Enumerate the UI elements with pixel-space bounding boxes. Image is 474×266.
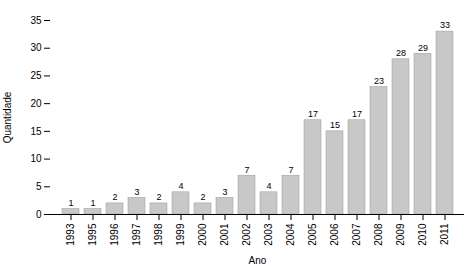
svg-text:0: 0 [36,209,42,220]
svg-text:2000: 2000 [197,223,208,246]
svg-text:15: 15 [30,126,42,137]
svg-text:29: 29 [418,43,428,53]
svg-text:1: 1 [90,198,95,208]
svg-text:3: 3 [222,187,227,197]
svg-text:2004: 2004 [285,223,296,246]
svg-text:4: 4 [178,181,183,191]
svg-text:23: 23 [374,76,384,86]
svg-text:2001: 2001 [219,223,230,246]
svg-text:35: 35 [30,15,42,26]
svg-text:17: 17 [308,109,318,119]
svg-text:2005: 2005 [307,223,318,246]
svg-text:2007: 2007 [351,223,362,246]
svg-text:7: 7 [288,165,293,175]
svg-text:17: 17 [352,109,362,119]
svg-text:2: 2 [200,192,205,202]
svg-text:1995: 1995 [87,223,98,246]
svg-text:4: 4 [266,181,271,191]
svg-text:28: 28 [396,48,406,58]
svg-text:30: 30 [30,42,42,53]
svg-text:15: 15 [330,120,340,130]
svg-text:25: 25 [30,70,42,81]
svg-text:7: 7 [244,165,249,175]
svg-text:1997: 1997 [131,223,142,246]
svg-text:2002: 2002 [241,223,252,246]
svg-text:2008: 2008 [373,223,384,246]
svg-text:2011: 2011 [439,223,450,245]
svg-text:33: 33 [440,20,450,30]
svg-text:10: 10 [30,153,42,164]
svg-text:1: 1 [68,198,73,208]
svg-text:Ano: Ano [249,255,267,266]
svg-text:1993: 1993 [65,223,76,246]
svg-text:3: 3 [134,187,139,197]
svg-text:1999: 1999 [175,223,186,246]
svg-text:20: 20 [30,98,42,109]
svg-text:2006: 2006 [329,223,340,246]
svg-text:2: 2 [112,192,117,202]
svg-text:2010: 2010 [417,223,428,246]
svg-text:2003: 2003 [263,223,274,246]
svg-text:1998: 1998 [153,223,164,246]
svg-text:1996: 1996 [109,223,120,246]
svg-text:2: 2 [156,192,161,202]
svg-text:Quantidade: Quantidade [2,91,13,143]
svg-text:2009: 2009 [395,223,406,246]
svg-text:5: 5 [36,181,42,192]
